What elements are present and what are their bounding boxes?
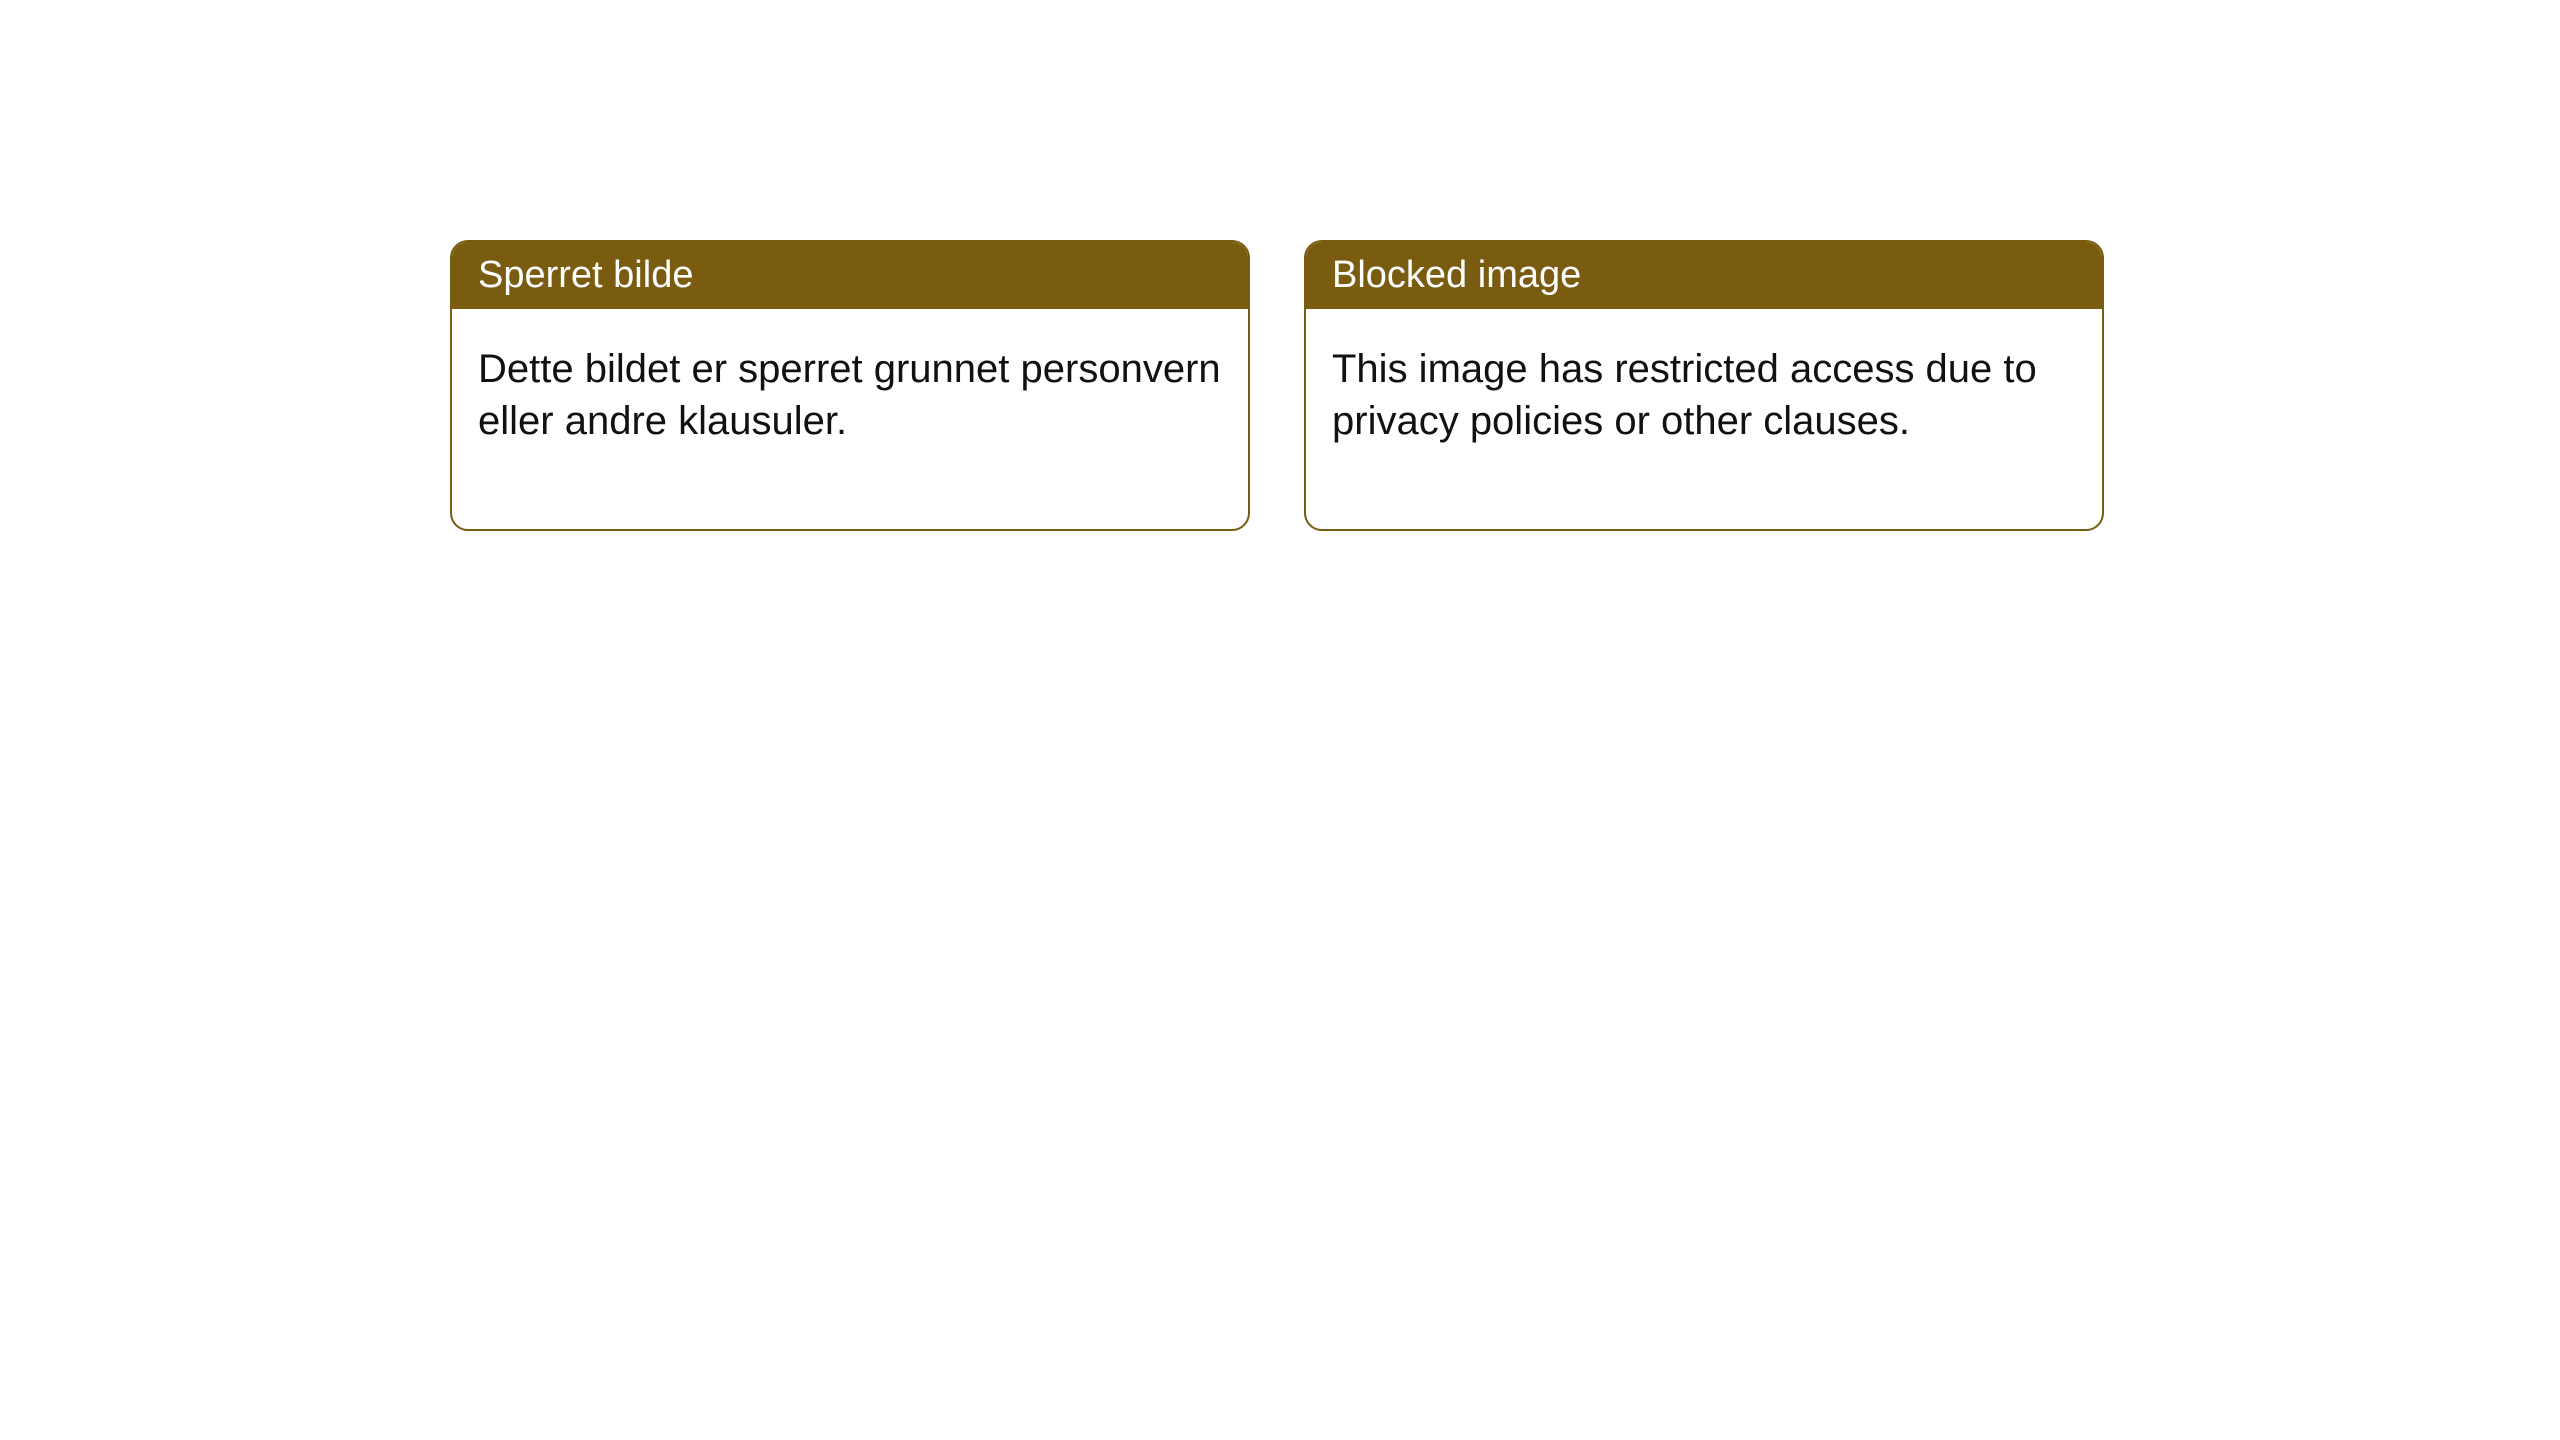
notice-card-title: Blocked image <box>1306 242 2102 309</box>
notice-card-no: Sperret bilde Dette bildet er sperret gr… <box>450 240 1250 531</box>
notice-card-en: Blocked image This image has restricted … <box>1304 240 2104 531</box>
notice-card-title: Sperret bilde <box>452 242 1248 309</box>
notice-card-body: Dette bildet er sperret grunnet personve… <box>452 309 1248 529</box>
notice-cards-row: Sperret bilde Dette bildet er sperret gr… <box>0 0 2560 531</box>
notice-card-body: This image has restricted access due to … <box>1306 309 2102 529</box>
